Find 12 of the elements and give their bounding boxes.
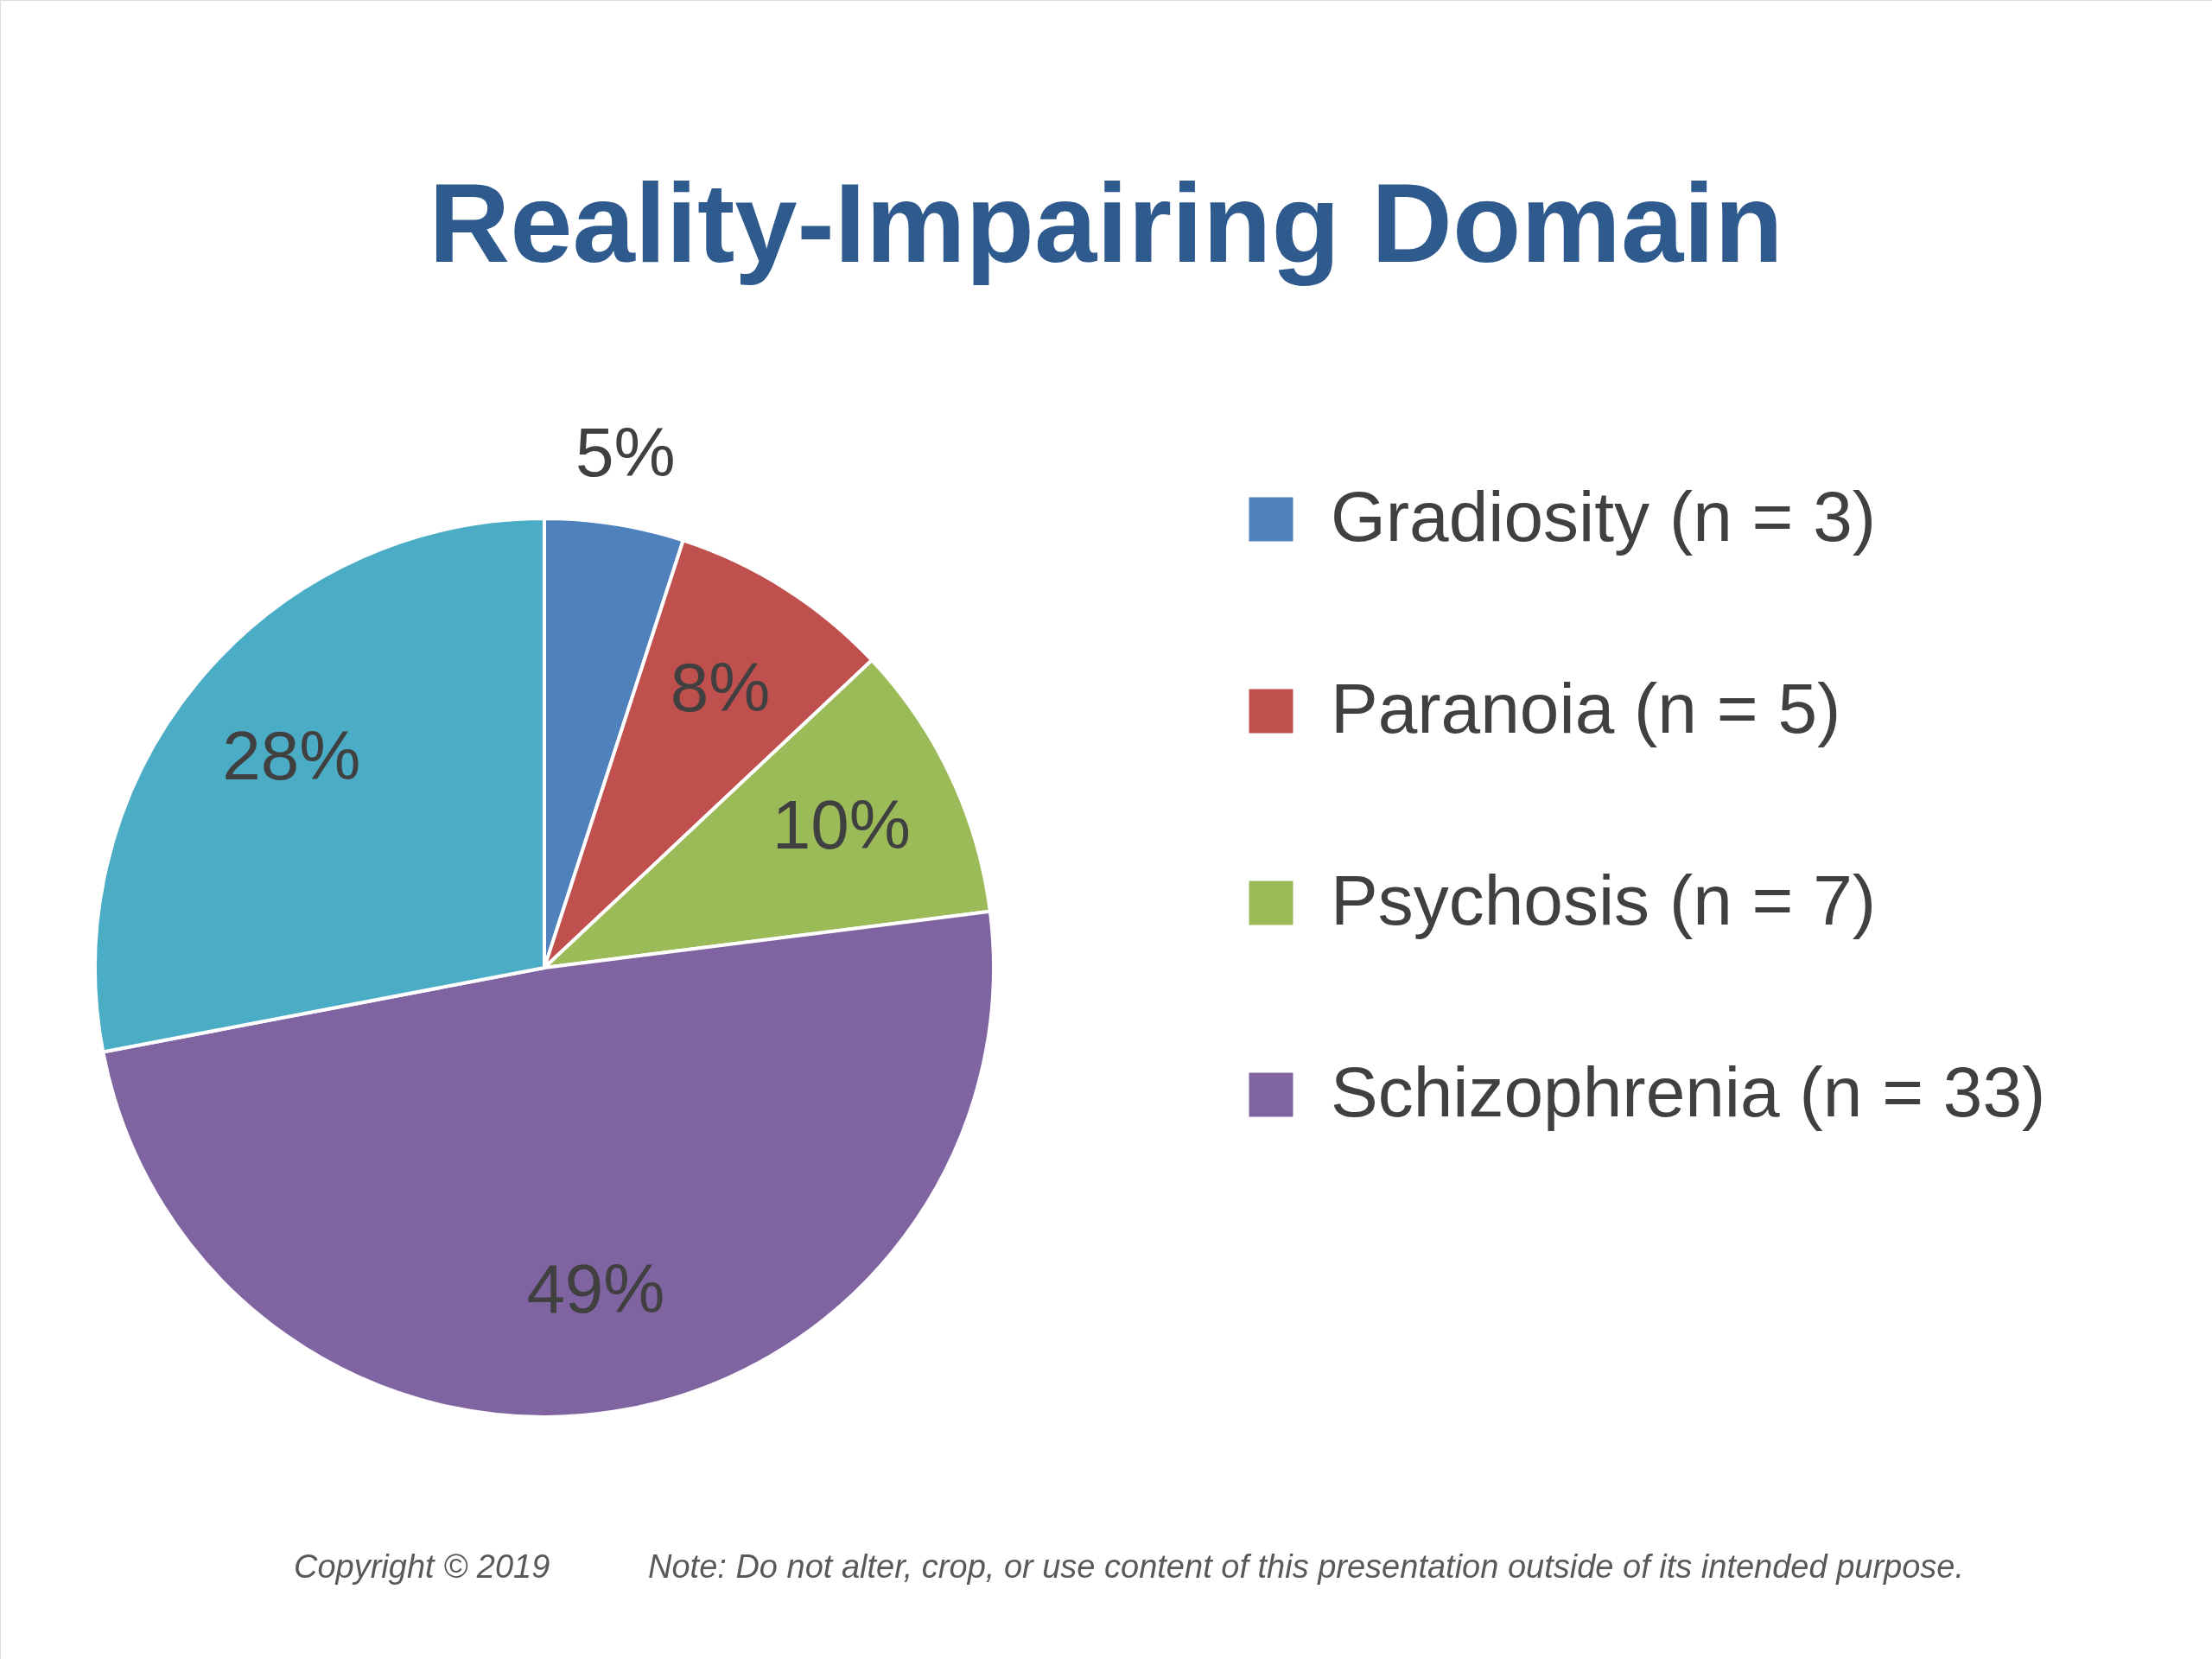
text: Copyright © 2019 [294,1548,550,1585]
data-label: 10% [772,786,911,864]
legend-label: Gradiosity (n = 3) [1331,477,1877,556]
legend-label: Psychosis (n = 7) [1331,861,1877,939]
data-label: 8% [670,649,771,727]
legend-label: Schizophrenia (n = 33) [1331,1052,2046,1131]
chart-title: Reality-Impairing Domain [429,160,1783,286]
text: Note: Do not alter, crop, or use content of this presentation outside of its intended purpose. [648,1548,1965,1585]
data-label: 28% [222,716,361,794]
data-label: 49% [526,1250,665,1328]
data-label: 5% [575,414,676,492]
legend-label: Paranoia (n = 5) [1331,669,1841,747]
